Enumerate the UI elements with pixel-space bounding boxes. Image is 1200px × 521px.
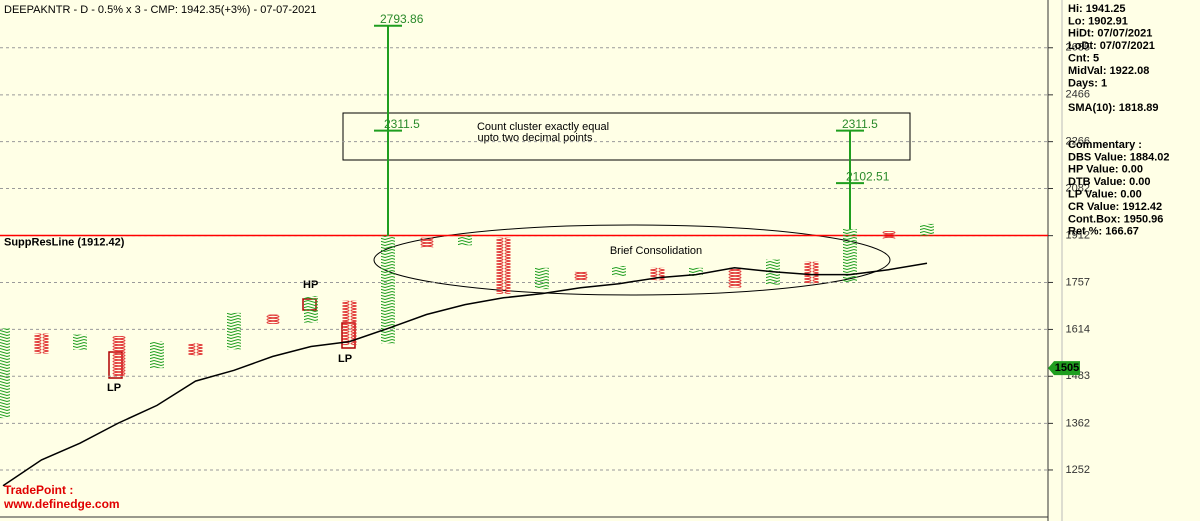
price-tag-label: 1505 (1055, 362, 1079, 374)
x-column (843, 229, 857, 283)
info-text: LP Value: 0.00 (1068, 189, 1142, 201)
annotation-text: LP (338, 353, 352, 365)
annotation-text: upto two decimal points (478, 132, 593, 144)
y-tick-label: 1362 (1066, 417, 1090, 429)
info-text: Ret %: 166.67 (1068, 226, 1139, 238)
chart-title: DEEPAKNTR - D - 0.5% x 3 - CMP: 1942.35(… (4, 4, 317, 16)
price-tag (1048, 361, 1080, 376)
target-label: 2311.5 (384, 117, 420, 131)
annotation-text: Brief Consolidation (610, 245, 702, 257)
annotation-text: LP (107, 382, 121, 394)
x-column (458, 235, 472, 246)
x-column (0, 328, 10, 419)
y-tick-label: 1252 (1066, 464, 1090, 476)
target-label: 2311.5 (842, 117, 878, 131)
annotation-box (342, 112, 911, 161)
o-column (265, 314, 280, 324)
o-column (188, 343, 203, 356)
y-tick-label: 2685 (1066, 42, 1090, 54)
o-column (419, 237, 434, 248)
o-column (573, 271, 588, 281)
x-column (304, 296, 318, 323)
annotation-text: Count cluster exactly equal (477, 121, 609, 133)
info-text: Lo: 1902.91 (1068, 15, 1128, 27)
x-column (920, 223, 934, 236)
info-text: Commentary : (1068, 139, 1142, 151)
o-column (804, 261, 819, 284)
target-label: 2102.51 (846, 169, 890, 183)
info-text: DBS Value: 1884.02 (1068, 151, 1170, 163)
info-text: CR Value: 1912.42 (1068, 201, 1162, 213)
y-tick-label: 1757 (1066, 276, 1090, 288)
y-tick-label: 1614 (1066, 323, 1090, 335)
annotation-text: HP (303, 279, 318, 291)
o-column (111, 335, 126, 377)
info-text: MidVal: 1922.08 (1068, 65, 1149, 77)
supp-res-label: SuppResLine (1912.42) (4, 236, 125, 248)
y-tick-label: 2266 (1066, 136, 1090, 148)
y-tick-label: 2466 (1066, 89, 1090, 101)
x-column (612, 265, 626, 277)
info-text: Hi: 1941.25 (1068, 3, 1125, 15)
info-text: SMA(10): 1818.89 (1068, 102, 1159, 114)
sma-line (2, 262, 928, 487)
info-text: HP Value: 0.00 (1068, 164, 1143, 176)
footer-text: TradePoint : (4, 483, 73, 497)
x-column (150, 341, 164, 369)
o-column (496, 237, 511, 294)
annotation-ellipse (373, 224, 891, 296)
info-text: Days: 1 (1068, 77, 1107, 89)
info-text: LoDt: 07/07/2021 (1068, 40, 1155, 52)
y-tick-label: 2082 (1066, 182, 1090, 194)
x-column (227, 312, 241, 350)
o-column (34, 333, 49, 354)
o-column (727, 267, 742, 288)
info-text: Cnt: 5 (1068, 53, 1099, 65)
x-column (535, 267, 549, 290)
footer-text: www.definedge.com (3, 497, 120, 511)
x-column (689, 267, 703, 277)
target-label: 2793.86 (380, 12, 424, 26)
y-tick-label: 1912 (1066, 230, 1090, 242)
x-column (381, 235, 395, 344)
info-text: DTB Value: 0.00 (1068, 176, 1151, 188)
info-text: Cont.Box: 1950.96 (1068, 213, 1163, 225)
o-column (881, 231, 896, 239)
info-text: HiDt: 07/07/2021 (1068, 28, 1152, 40)
x-column (73, 334, 87, 350)
o-column (342, 300, 357, 346)
